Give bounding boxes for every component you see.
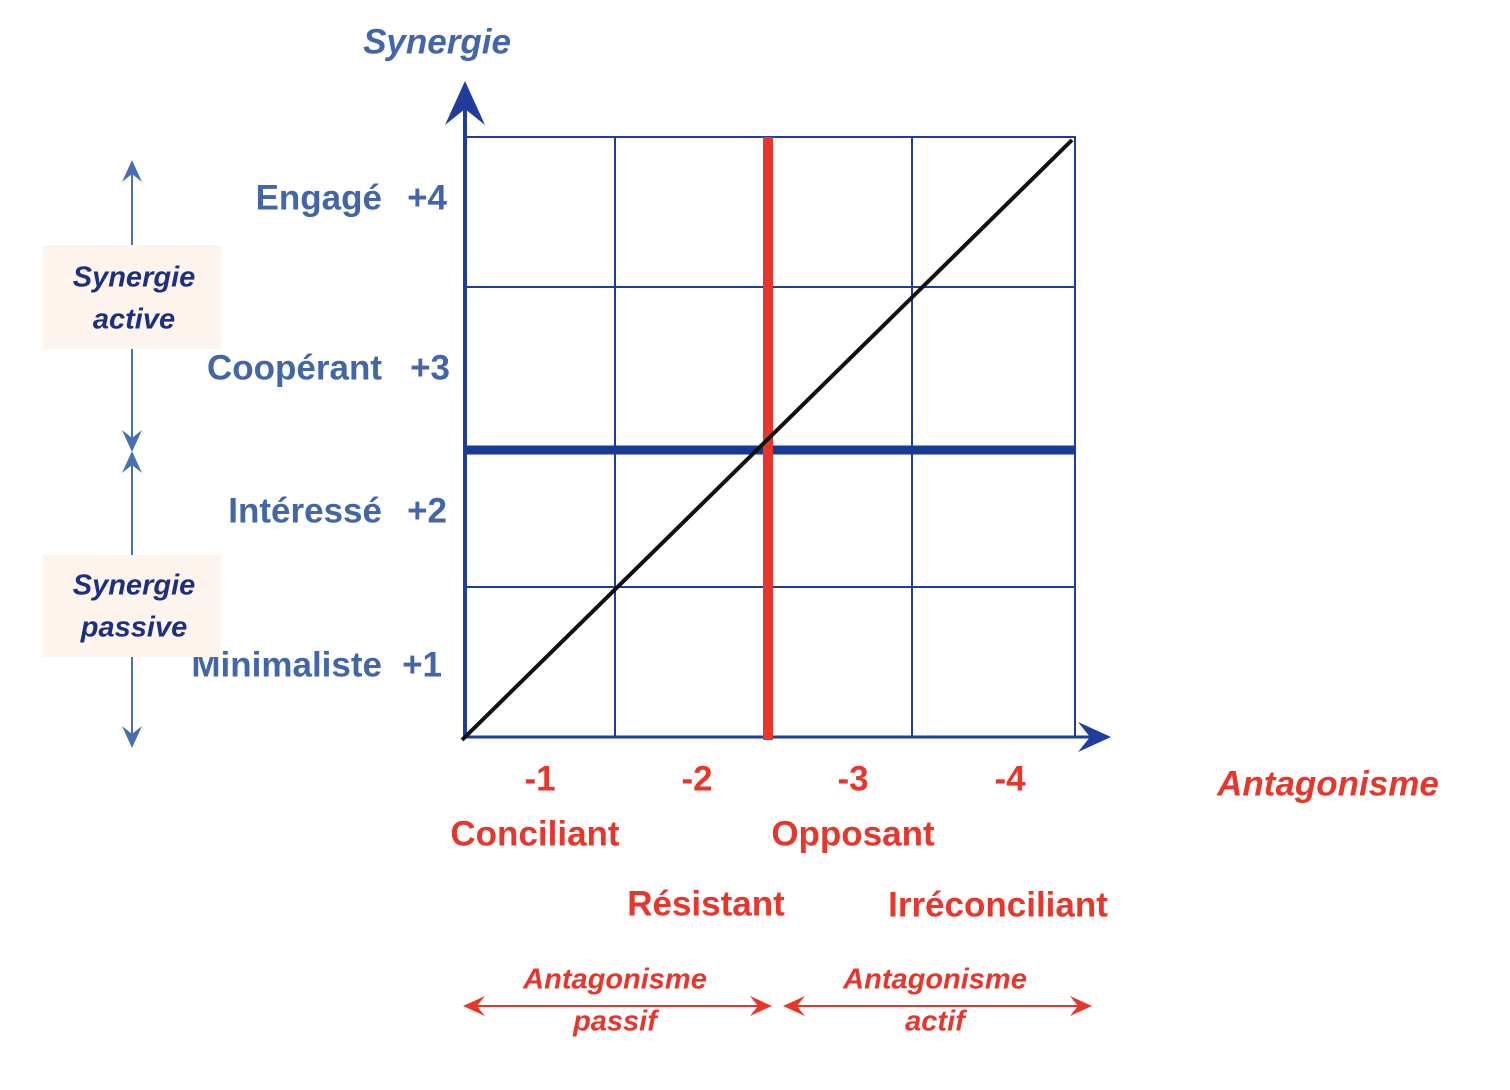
x-label: Opposant [771, 814, 935, 853]
x-label: Irréconciliant [888, 885, 1108, 924]
y-label: Engagé [256, 178, 382, 217]
diagonal [460, 138, 1074, 742]
group-label: passif [572, 1006, 660, 1038]
group-label: Synergie [73, 570, 196, 602]
group-box [43, 555, 221, 657]
group-box [43, 245, 221, 349]
group-label: passive [80, 612, 187, 644]
y-score: +3 [410, 348, 450, 387]
y-score: +4 [407, 178, 447, 217]
group-label: active [93, 304, 175, 336]
y-label: Minimaliste [191, 645, 382, 684]
group-label: actif [905, 1006, 968, 1038]
y-score: +2 [407, 491, 447, 530]
x-score: -4 [994, 759, 1026, 798]
group-label: Antagonisme [842, 964, 1027, 996]
x-score: -3 [837, 759, 868, 798]
x-score: -1 [524, 759, 555, 798]
x-label: Conciliant [450, 814, 620, 853]
x-score: -2 [681, 759, 712, 798]
y-title: Synergie [363, 22, 511, 61]
y-label: Coopérant [207, 348, 382, 387]
y-score: +1 [402, 645, 442, 684]
y-label: Intéressé [228, 491, 382, 530]
x-label: Résistant [627, 884, 785, 923]
group-label: Synergie [73, 262, 196, 294]
group-label: Antagonisme [522, 964, 707, 996]
x-title: Antagonisme [1216, 764, 1439, 803]
